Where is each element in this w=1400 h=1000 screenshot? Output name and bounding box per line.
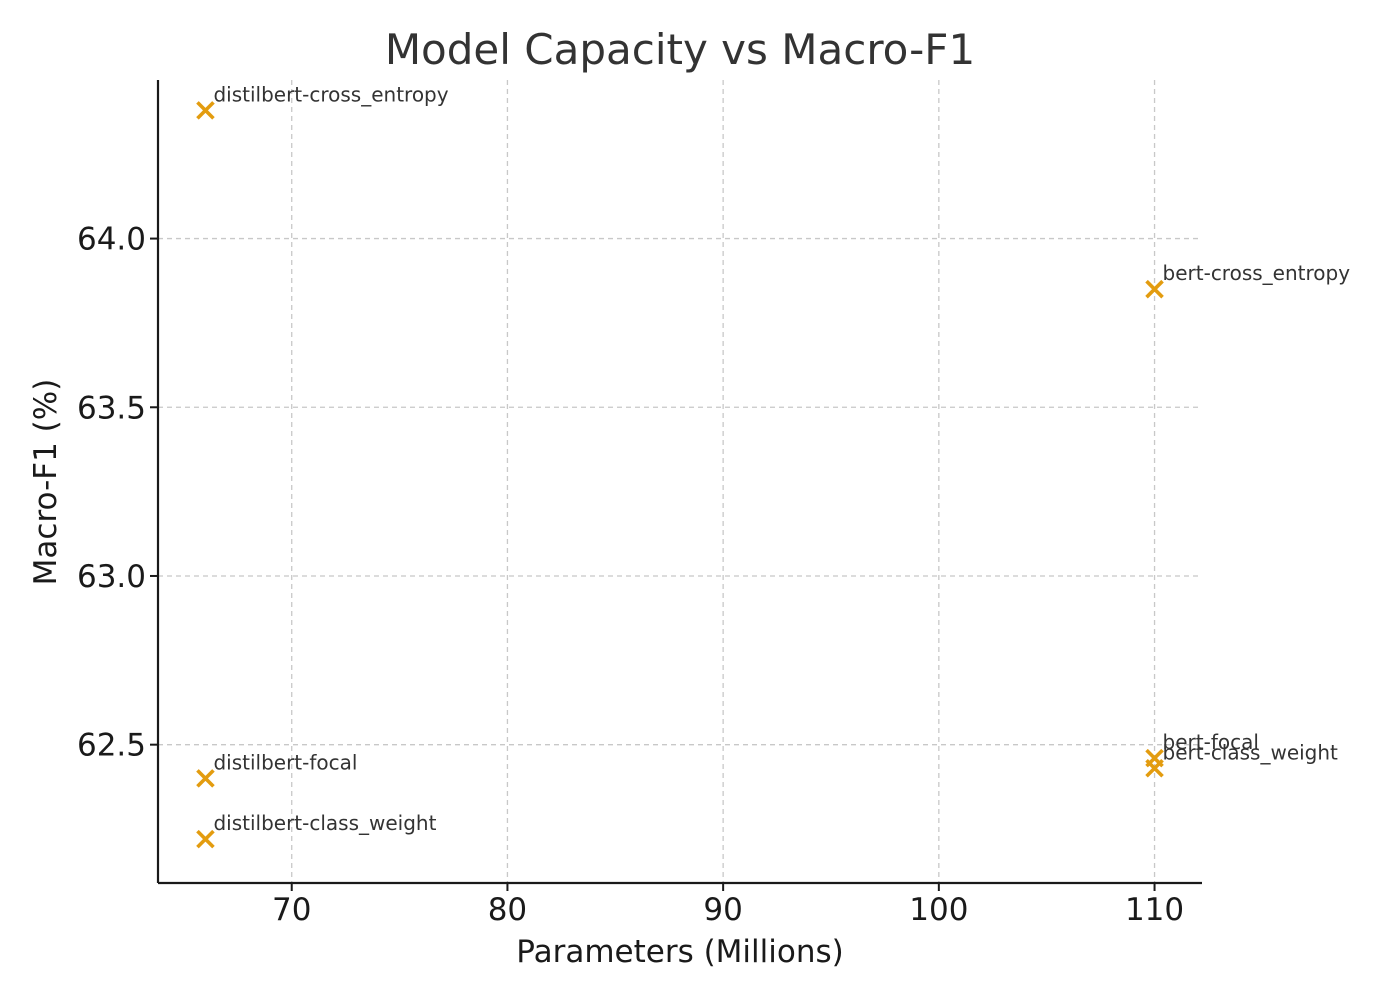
x-tick-label: 100	[909, 892, 968, 928]
point-marker-stroke	[1145, 279, 1164, 299]
data-point	[1145, 279, 1164, 299]
point-marker-stroke	[1145, 759, 1164, 778]
point-label: bert-class_weight	[1163, 740, 1339, 764]
chart-title: Model Capacity vs Macro-F1	[385, 25, 975, 74]
point-marker-stroke	[196, 101, 215, 120]
y-axis-ticks: 62.5 63.0 63.5 64.0	[77, 222, 158, 764]
x-tick-label: 80	[488, 892, 527, 928]
data-points: distilbert-cross_entropy distilbert-focal…	[196, 82, 1351, 849]
grid-lines	[158, 80, 1202, 883]
y-tick-label: 63.5	[77, 390, 146, 426]
data-point	[1145, 759, 1164, 778]
x-tick-label: 70	[272, 892, 311, 928]
point-label: distilbert-cross_entropy	[213, 82, 448, 106]
point-marker-stroke	[196, 829, 215, 849]
point-label: distilbert-focal	[213, 750, 357, 774]
point-marker-stroke	[196, 769, 215, 788]
y-tick-label: 62.5	[77, 728, 146, 764]
data-point	[196, 101, 215, 120]
point-label: bert-cross_entropy	[1163, 261, 1351, 285]
point-label: bert-focal	[1163, 730, 1259, 754]
point-label: distilbert-class_weight	[213, 811, 436, 835]
data-point	[196, 829, 215, 849]
data-point	[196, 769, 215, 788]
x-axis-ticks: 70 80 90 100 110	[272, 883, 1184, 928]
x-tick-label: 110	[1125, 892, 1184, 928]
axes	[156, 80, 1202, 885]
y-tick-label: 63.0	[77, 559, 146, 595]
y-tick-label: 64.0	[77, 222, 146, 258]
y-axis-label: Macro-F1 (%)	[28, 379, 64, 586]
x-tick-label: 90	[703, 892, 742, 928]
x-axis-label: Parameters (Millions)	[516, 934, 843, 970]
